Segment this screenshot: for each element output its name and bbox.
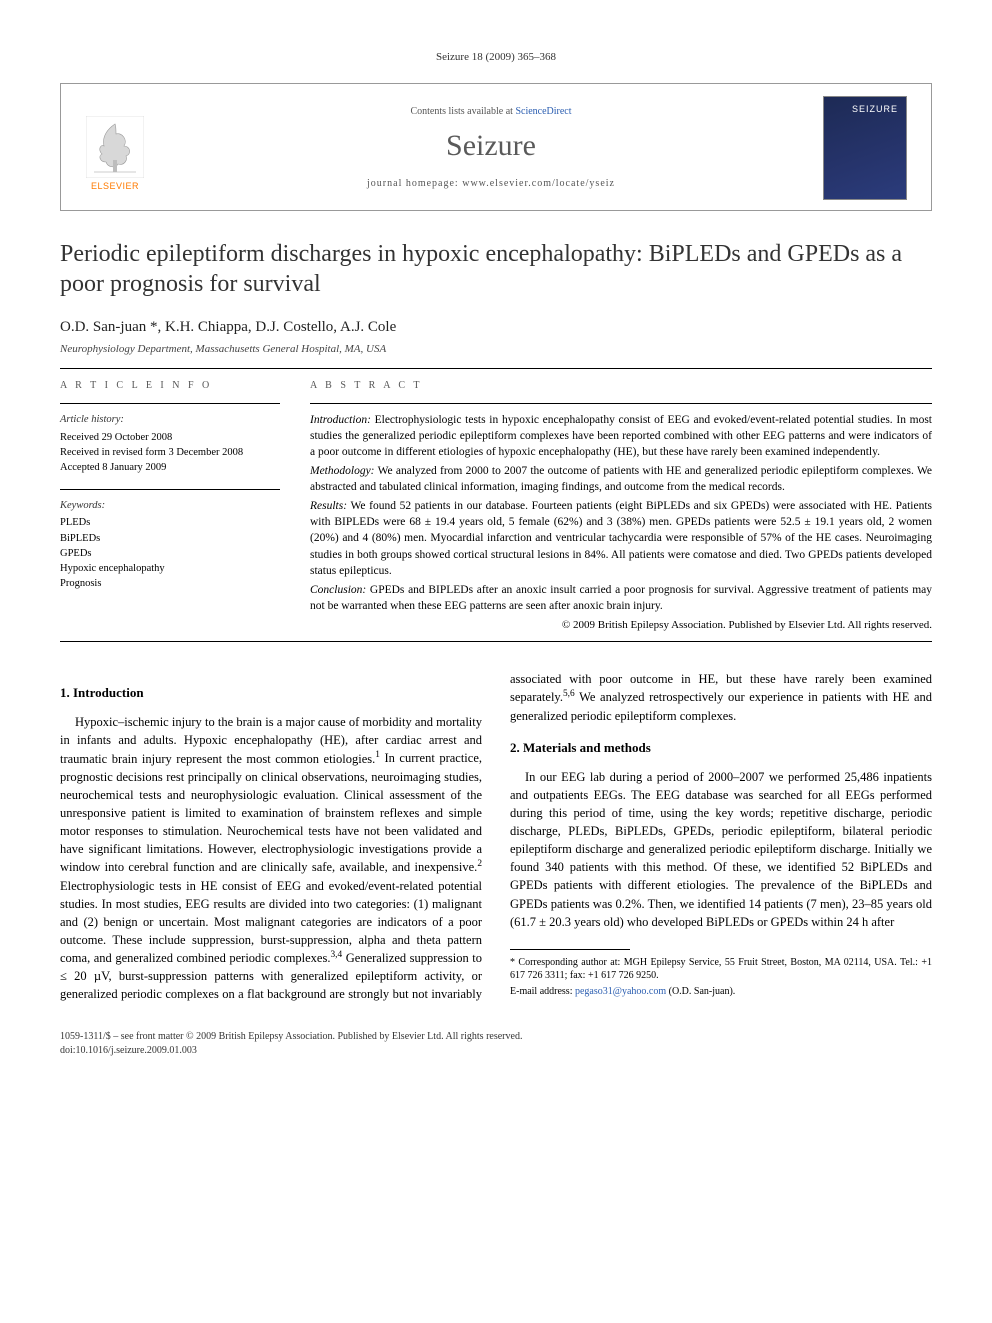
citation-ref: 5,6 <box>563 689 575 699</box>
history-item: Accepted 8 January 2009 <box>60 460 280 475</box>
abstract-meth: We analyzed from 2000 to 2007 the outcom… <box>310 465 932 493</box>
article-info-label: A R T I C L E I N F O <box>60 379 280 394</box>
body-paragraph: In our EEG lab during a period of 2000–2… <box>510 768 932 931</box>
section-heading-introduction: 1. Introduction <box>60 684 482 703</box>
page-footer: 1059-1311/$ – see front matter © 2009 Br… <box>60 1030 932 1058</box>
tree-icon <box>86 116 144 178</box>
footer-copyright: 1059-1311/$ – see front matter © 2009 Br… <box>60 1030 932 1044</box>
footnote-separator <box>510 949 630 950</box>
divider <box>60 368 932 369</box>
sciencedirect-link[interactable]: ScienceDirect <box>515 106 571 117</box>
article-history-label: Article history: <box>60 412 280 427</box>
contents-prefix: Contents lists available at <box>410 106 515 117</box>
journal-masthead: ELSEVIER Contents lists available at Sci… <box>60 83 932 211</box>
article-title: Periodic epileptiform discharges in hypo… <box>60 239 932 299</box>
abstract-conc-label: Conclusion: <box>310 584 366 596</box>
article-info-block: A R T I C L E I N F O Article history: R… <box>60 379 280 634</box>
publisher-name: ELSEVIER <box>91 180 139 193</box>
divider <box>60 641 932 642</box>
elsevier-logo: ELSEVIER <box>79 104 151 192</box>
abstract-meth-label: Methodology: <box>310 465 375 477</box>
email-suffix: (O.D. San-juan). <box>666 986 735 997</box>
homepage-prefix: journal homepage: <box>367 178 462 189</box>
journal-homepage-line: journal homepage: www.elsevier.com/locat… <box>173 177 809 191</box>
author-email[interactable]: pegaso31@yahoo.com <box>575 986 666 997</box>
affiliation: Neurophysiology Department, Massachusett… <box>60 342 932 357</box>
cover-title-text: SEIZURE <box>852 103 898 116</box>
keyword: GPEDs <box>60 546 280 561</box>
email-label: E-mail address: <box>510 986 575 997</box>
abstract-res: We found 52 patients in our database. Fo… <box>310 500 932 576</box>
divider <box>60 489 280 490</box>
authors-line: O.D. San-juan *, K.H. Chiappa, D.J. Cost… <box>60 317 932 338</box>
corresponding-author-footnote: * Corresponding author at: MGH Epilepsy … <box>510 956 932 983</box>
abstract-copyright: © 2009 British Epilepsy Association. Pub… <box>310 618 932 633</box>
abstract-intro-label: Introduction: <box>310 414 371 426</box>
abstract-block: A B S T R A C T Introduction: Electrophy… <box>310 379 932 634</box>
article-body: 1. Introduction Hypoxic–ischemic injury … <box>60 670 932 1003</box>
journal-title: Seizure <box>173 125 809 167</box>
footer-doi: doi:10.1016/j.seizure.2009.01.003 <box>60 1044 932 1058</box>
keyword: PLEDs <box>60 515 280 530</box>
abstract-conc: GPEDs and BIPLEDs after an anoxic insult… <box>310 584 932 612</box>
running-header: Seizure 18 (2009) 365–368 <box>60 50 932 65</box>
body-text: In current practice, prognostic decision… <box>60 752 482 875</box>
citation-ref: 3,4 <box>330 950 342 960</box>
abstract-res-label: Results: <box>310 500 347 512</box>
email-footnote: E-mail address: pegaso31@yahoo.com (O.D.… <box>510 985 932 999</box>
keyword: Hypoxic encephalopathy <box>60 561 280 576</box>
keywords-label: Keywords: <box>60 498 280 513</box>
keyword: Prognosis <box>60 576 280 591</box>
divider <box>60 403 280 404</box>
section-heading-methods: 2. Materials and methods <box>510 739 932 758</box>
abstract-label: A B S T R A C T <box>310 379 932 393</box>
keyword: BiPLEDs <box>60 531 280 546</box>
citation-ref: 2 <box>477 859 482 869</box>
history-item: Received in revised form 3 December 2008 <box>60 445 280 460</box>
homepage-url: www.elsevier.com/locate/yseiz <box>462 178 615 189</box>
history-item: Received 29 October 2008 <box>60 430 280 445</box>
divider <box>310 403 932 404</box>
contents-available-line: Contents lists available at ScienceDirec… <box>173 105 809 119</box>
abstract-intro: Electrophysiologic tests in hypoxic ence… <box>310 414 932 458</box>
journal-cover-thumbnail: SEIZURE <box>823 96 907 200</box>
